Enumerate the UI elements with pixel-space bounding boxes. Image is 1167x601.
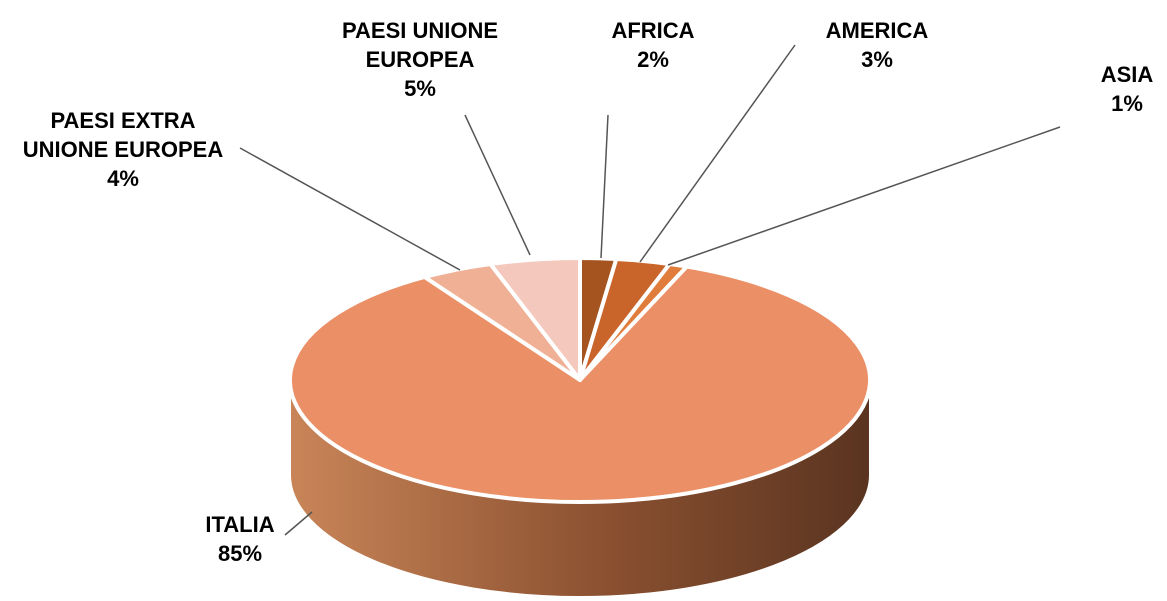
slice-label: AMERICA 3%	[777, 16, 977, 74]
slice-label: ASIA 1%	[1067, 60, 1167, 118]
value-label: 2%	[637, 47, 669, 72]
leader-line	[667, 126, 1061, 266]
leader-line	[639, 44, 796, 263]
category-label: PAESI EXTRA UNIONE EUROPEA	[22, 108, 224, 162]
value-label: 5%	[404, 76, 436, 101]
value-label: 85%	[217, 541, 263, 566]
slice-label: PAESI EXTRA UNIONE EUROPEA 4%	[21, 106, 226, 193]
category-label: AFRICA	[611, 18, 695, 43]
leader-line	[600, 114, 609, 259]
category-label: ASIA	[1100, 62, 1154, 87]
leader-line	[284, 511, 313, 536]
value-label: 4%	[107, 166, 139, 191]
slice-label: PAESI UNIONE EUROPEA 5%	[303, 16, 538, 103]
category-label: PAESI UNIONE EUROPEA	[341, 18, 499, 72]
value-label: 1%	[1111, 91, 1143, 116]
slice	[488, 256, 582, 382]
slice-label: AFRICA 2%	[553, 16, 753, 74]
value-label: 3%	[861, 47, 893, 72]
slice	[288, 264, 872, 504]
slice-label: ITALIA 85%	[160, 510, 320, 568]
leader-line	[464, 114, 531, 256]
category-label: ITALIA	[205, 512, 275, 537]
leader-line	[239, 147, 461, 271]
category-label: AMERICA	[825, 18, 929, 43]
